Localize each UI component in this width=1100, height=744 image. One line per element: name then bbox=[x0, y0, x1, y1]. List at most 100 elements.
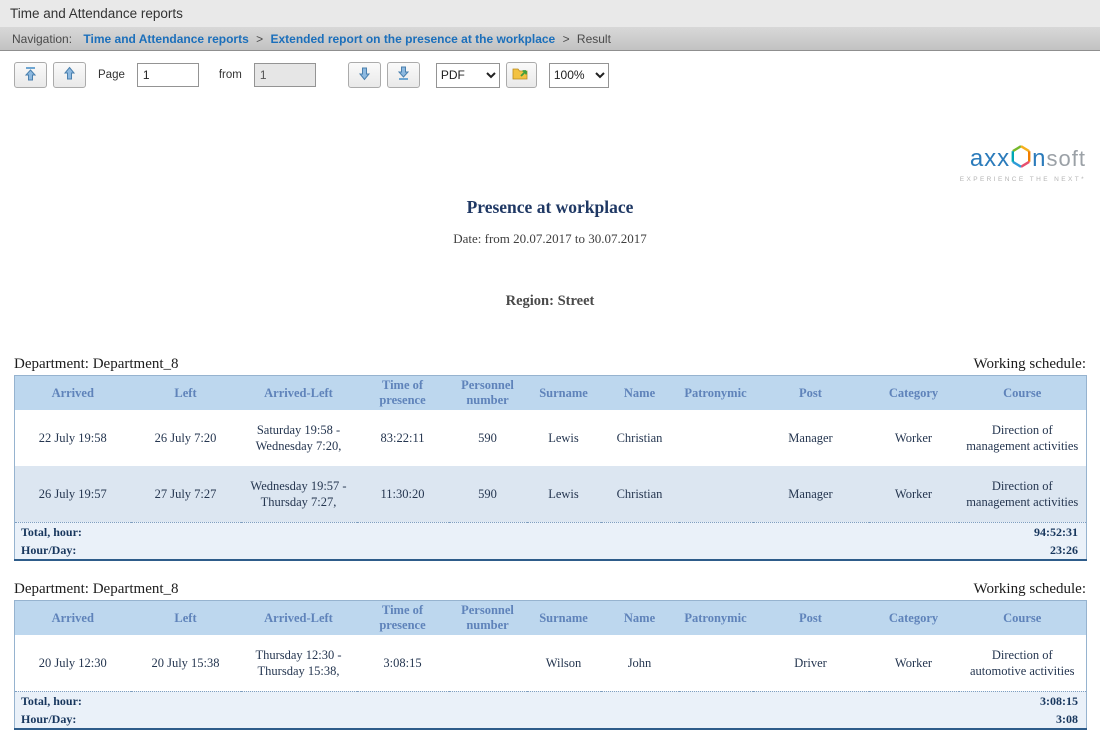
table-row: 26 July 19:57 27 July 7:27 Wednesday 19:57… bbox=[14, 466, 1087, 522]
table-cell: 20 July 15:38 bbox=[151, 655, 220, 670]
arrow-down-icon bbox=[357, 66, 372, 84]
table-cell bbox=[679, 466, 753, 522]
header-row: Arrived Left Arrived-Left Time of presence P… bbox=[14, 375, 1087, 410]
column-header: Left bbox=[130, 600, 241, 635]
next-page-button[interactable] bbox=[347, 62, 381, 88]
table-cell: 83:22:11 bbox=[380, 431, 425, 445]
first-page-icon bbox=[23, 66, 38, 84]
total-value: 23:26 bbox=[1050, 543, 1078, 557]
table-cell: 20 July 12:30 bbox=[38, 655, 107, 670]
working-schedule-caption: Working schedule: bbox=[973, 581, 1086, 597]
page-label: Page bbox=[98, 69, 125, 81]
table-cell: Christian bbox=[616, 486, 663, 501]
department-caption: Department: Department_8 bbox=[14, 356, 179, 372]
department-report-section: Department: Department_8 Working schedule… bbox=[14, 581, 1087, 730]
table-cell: Driver bbox=[794, 655, 827, 670]
table-cell: 26 July 19:57 bbox=[38, 486, 107, 501]
column-header: Arrived bbox=[14, 600, 131, 635]
table-row: 22 July 19:58 26 July 7:20 Saturday 19:58 … bbox=[14, 410, 1087, 466]
report-view: axx n soft EXPERIENCE THE NEXT* Presence … bbox=[0, 99, 1100, 743]
table-cell bbox=[449, 635, 527, 691]
table-cell: Thursday 12:30 - Thursday 15:38, bbox=[255, 647, 342, 678]
table-caption-row: Department: Department_8 Working schedule… bbox=[14, 356, 1086, 373]
total-label: Total, hour: bbox=[14, 521, 959, 541]
axxonsoft-logo: axx n soft EXPERIENCE THE NEXT* bbox=[960, 145, 1086, 183]
export-format-select[interactable]: PDF bbox=[435, 62, 500, 88]
column-header: Post bbox=[752, 600, 869, 635]
total-value: 94:52:31 bbox=[958, 521, 1087, 541]
breadcrumb-link-extended-report[interactable]: Extended report on the presence at the w… bbox=[270, 32, 556, 46]
total-pages-field bbox=[253, 63, 316, 87]
column-header: Category bbox=[868, 600, 959, 635]
table-cell: 3:08:15 bbox=[383, 655, 422, 670]
page-number-input[interactable] bbox=[136, 63, 199, 87]
tables-container: Department: Department_8 Working schedule… bbox=[0, 356, 1100, 730]
breadcrumb-label: Navigation: bbox=[12, 32, 73, 46]
table-cell: John bbox=[627, 655, 652, 670]
header-row: Arrived Left Arrived-Left Time of presence P… bbox=[14, 600, 1087, 635]
column-header: Left bbox=[130, 375, 241, 410]
report-region: Region: Street bbox=[505, 293, 595, 309]
from-label: from bbox=[218, 69, 242, 81]
logo-tagline: EXPERIENCE THE NEXT* bbox=[959, 176, 1086, 183]
table-cell: Christian bbox=[616, 431, 663, 445]
table-cell: Lewis bbox=[548, 431, 579, 445]
previous-page-button[interactable] bbox=[53, 62, 86, 88]
breadcrumb: Navigation: Time and Attendance reports … bbox=[0, 27, 1100, 51]
column-header: Surname bbox=[526, 600, 601, 635]
column-header: Post bbox=[752, 375, 869, 410]
column-header: Time of presence bbox=[356, 600, 449, 635]
department-caption: Department: Department_8 bbox=[14, 581, 179, 597]
table-row: 20 July 12:30 20 July 15:38 Thursday 12:30… bbox=[14, 635, 1087, 691]
export-folder-icon bbox=[512, 66, 530, 84]
breadcrumb-link-reports[interactable]: Time and Attendance reports bbox=[83, 32, 249, 46]
first-page-button[interactable] bbox=[14, 62, 47, 88]
column-header: Name bbox=[600, 375, 679, 410]
table-cell: Wednesday 19:57 - Thursday 7:27, bbox=[250, 478, 347, 509]
total-label: Total, hour: bbox=[14, 690, 959, 710]
column-header: Arrived bbox=[14, 375, 131, 410]
table-cell: 590 bbox=[478, 431, 497, 445]
table-cell: Saturday 19:58 - Wednesday 7:20, bbox=[255, 423, 342, 453]
logo-text-soft: soft bbox=[1046, 146, 1086, 171]
attendance-table: Arrived Left Arrived-Left Time of presence P… bbox=[14, 375, 1087, 561]
column-header: Personnel number bbox=[448, 600, 527, 635]
column-header: Surname bbox=[526, 375, 601, 410]
table-cell bbox=[679, 635, 753, 691]
column-header: Arrived-Left bbox=[240, 600, 357, 635]
report-toolbar: Page from PDF 100% bbox=[0, 51, 1100, 99]
total-label: Hour/Day: bbox=[21, 543, 77, 557]
arrow-up-icon bbox=[62, 66, 77, 84]
breadcrumb-separator: > bbox=[256, 32, 264, 46]
zoom-level-select[interactable]: 100% bbox=[548, 62, 609, 88]
table-cell: Wilson bbox=[545, 655, 582, 670]
table-cell: 590 bbox=[478, 486, 497, 501]
hexagon-icon bbox=[1011, 145, 1031, 173]
table-cell: Worker bbox=[894, 486, 933, 501]
column-header: Name bbox=[600, 600, 679, 635]
column-header: Time of presence bbox=[356, 375, 449, 410]
total-row: Hour/Day: 23:26 bbox=[14, 541, 1087, 560]
table-caption-row: Department: Department_8 Working schedule… bbox=[14, 581, 1086, 598]
logo-text-axx: axx bbox=[969, 145, 1011, 172]
last-page-icon bbox=[396, 66, 411, 84]
page-title: Time and Attendance reports bbox=[10, 6, 183, 21]
total-value: 3:08:15 bbox=[958, 690, 1087, 710]
column-header: Course bbox=[958, 375, 1087, 410]
column-header: Category bbox=[868, 375, 959, 410]
last-page-button[interactable] bbox=[386, 62, 420, 88]
working-schedule-caption: Working schedule: bbox=[973, 356, 1086, 372]
breadcrumb-current: Result bbox=[576, 32, 611, 46]
table-cell: 26 July 7:20 bbox=[154, 431, 217, 445]
total-label: Hour/Day: bbox=[21, 712, 77, 726]
table-cell: Lewis bbox=[548, 486, 579, 501]
table-cell: 27 July 7:27 bbox=[154, 486, 217, 501]
report-date-range: Date: from 20.07.2017 to 30.07.2017 bbox=[453, 231, 647, 246]
table-cell: Manager bbox=[788, 431, 833, 445]
export-button[interactable] bbox=[505, 62, 537, 88]
department-report-section: Department: Department_8 Working schedule… bbox=[14, 356, 1087, 561]
column-header: Patronymic bbox=[678, 375, 753, 410]
table-cell: 11:30:20 bbox=[380, 486, 425, 501]
column-header: Personnel number bbox=[448, 375, 527, 410]
logo-text-n: n bbox=[1032, 145, 1047, 172]
